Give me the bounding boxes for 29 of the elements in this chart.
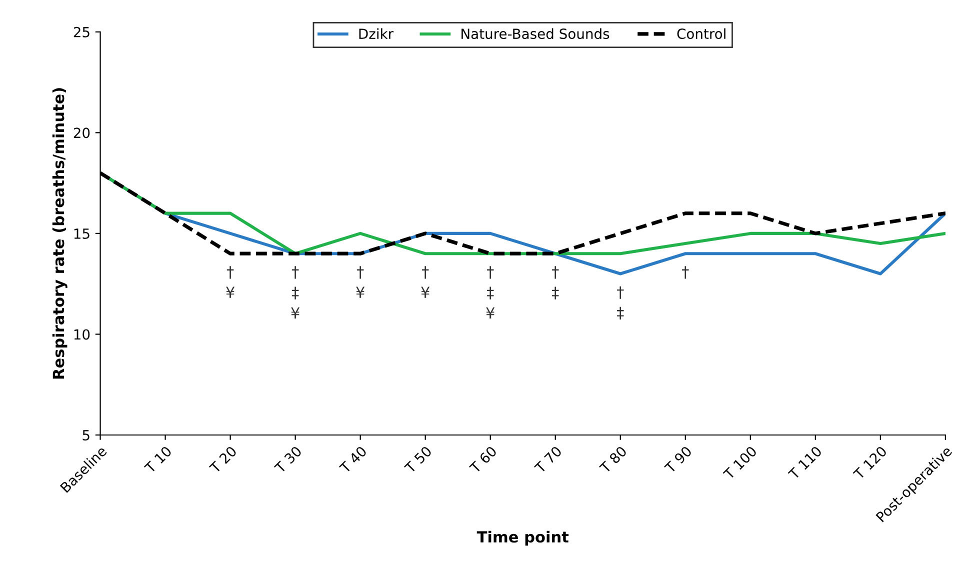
x-tick-label: T 10 <box>144 446 172 474</box>
y-tick-label: 10 <box>74 329 90 340</box>
legend-label: Control <box>677 28 726 40</box>
x-tick-label: T 70 <box>534 446 562 474</box>
x-tick-label: T 60 <box>468 446 498 474</box>
annotation: † ‡ <box>616 286 624 320</box>
x-tick-label: T 100 <box>722 446 758 480</box>
annotation: † ¥ <box>356 266 365 298</box>
annotation: † ¥ <box>421 266 430 298</box>
y-tick-label: 20 <box>74 128 90 138</box>
x-axis-title: Time point <box>476 530 569 546</box>
x-tick-label: T 20 <box>208 446 238 474</box>
y-tick-label: 25 <box>74 26 90 38</box>
y-tick-label: 5 <box>82 430 90 440</box>
y-axis-title: Respiratory rate (breaths/minute) <box>52 88 68 379</box>
annotation: † ¥ <box>226 266 235 298</box>
legend-label: Nature-Based Sounds <box>462 28 610 40</box>
x-tick-label: T 110 <box>788 446 822 480</box>
annotation: † ‡ ¥ <box>486 266 495 318</box>
x-tick-label: T 50 <box>404 446 432 474</box>
annotation: † ‡ <box>552 266 559 300</box>
legend-label: Dzikr <box>359 28 394 39</box>
x-tick-label: T 40 <box>338 446 368 474</box>
annotation: † <box>682 266 689 279</box>
x-tick-label: T 80 <box>598 446 628 474</box>
x-tick-label: T 90 <box>664 446 692 474</box>
y-tick-label: 15 <box>74 228 90 239</box>
x-tick-label: T 30 <box>274 446 302 474</box>
annotation: † ‡ ¥ <box>291 266 300 318</box>
